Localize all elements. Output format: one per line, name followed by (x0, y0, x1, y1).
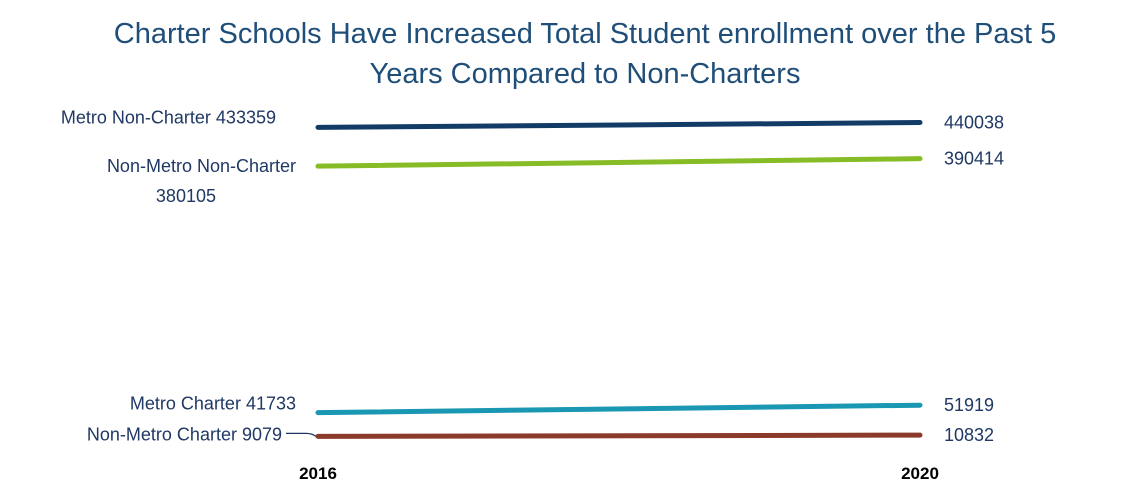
start-label-non-metro-charter: Non-Metro Charter 9079 (87, 424, 282, 444)
leader-line-non-metro-charter (286, 432, 317, 437)
x-tick-label-2020: 2020 (901, 464, 939, 483)
series-line-non-metro-charter (315, 432, 923, 439)
start-label-metro-charter: Metro Charter 41733 (130, 394, 296, 414)
label-layer: 440038 Metro Non-Charter 433359 390414 Non-… (61, 107, 1004, 445)
series-line-metro-non-charter (315, 120, 923, 130)
series-layer (315, 120, 923, 439)
x-tick-label-2016: 2016 (299, 464, 337, 483)
start-label-metro-non-charter: Metro Non-Charter 433359 (61, 107, 276, 127)
chart-title-line-2: Years Compared to Non-Charters (370, 58, 801, 90)
end-label-non-metro-non-charter: 390414 (944, 149, 1004, 169)
chart-title-line-1: Charter Schools Have Increased Total Stu… (114, 18, 1057, 50)
series-line-non-metro-non-charter (315, 156, 923, 169)
start-label-non-metro-non-charter-line-2: 380105 (156, 186, 216, 206)
end-label-metro-charter: 51919 (944, 395, 994, 415)
end-label-metro-non-charter: 440038 (944, 113, 1004, 133)
series-line-metro-charter (315, 402, 923, 416)
start-label-non-metro-non-charter-line-1: Non-Metro Non-Charter (107, 156, 296, 176)
end-label-non-metro-charter: 10832 (944, 425, 994, 445)
